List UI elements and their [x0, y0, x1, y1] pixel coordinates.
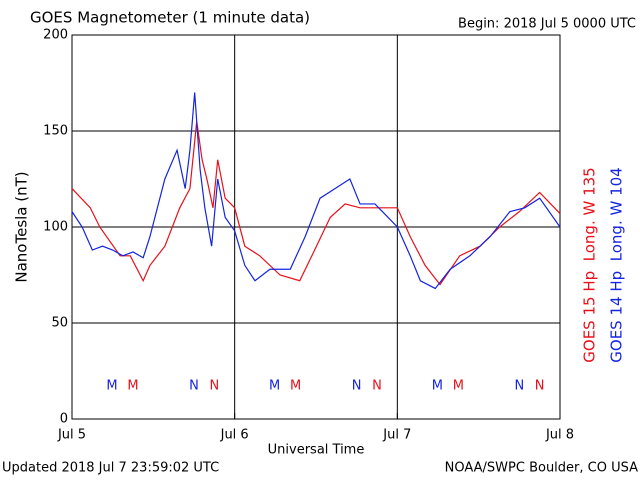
time-marker: M: [269, 379, 280, 394]
time-marker: M: [290, 379, 301, 394]
x-tick-label: Jul 7: [382, 428, 411, 443]
time-marker: N: [535, 379, 545, 394]
footer-right: NOAA/SWPC Boulder, CO USA: [445, 461, 638, 476]
series-line: [71, 121, 561, 286]
time-marker: N: [209, 379, 219, 394]
footer-left: Updated 2018 Jul 7 23:59:02 UTC: [2, 461, 219, 476]
x-axis-label: Universal Time: [268, 443, 365, 458]
legend-entry: GOES 14 Hp Long. W 104: [608, 167, 626, 362]
time-marker: M: [127, 379, 138, 394]
y-tick-label: 200: [43, 28, 68, 43]
y-tick-label: 150: [43, 124, 68, 139]
series-line: [71, 92, 561, 290]
time-marker: N: [514, 379, 524, 394]
time-marker: M: [453, 379, 464, 394]
y-tick-label: 100: [43, 220, 68, 235]
y-tick-label: 50: [51, 316, 68, 331]
time-marker: M: [106, 379, 117, 394]
x-tick-label: Jul 6: [220, 428, 249, 443]
time-marker: M: [432, 379, 443, 394]
x-tick-label: Jul 5: [57, 428, 86, 443]
chart-title: GOES Magnetometer (1 minute data): [30, 9, 310, 27]
time-marker: N: [189, 379, 199, 394]
time-marker: N: [372, 379, 382, 394]
y-axis-label: NanoTesla (nT): [13, 171, 31, 282]
x-tick-label: Jul 8: [545, 428, 574, 443]
y-tick-label: 0: [60, 412, 68, 427]
legend-entry: GOES 15 Hp Long. W 135: [581, 167, 599, 362]
time-marker: N: [352, 379, 362, 394]
subtitle: Begin: 2018 Jul 5 0000 UTC: [458, 17, 636, 32]
